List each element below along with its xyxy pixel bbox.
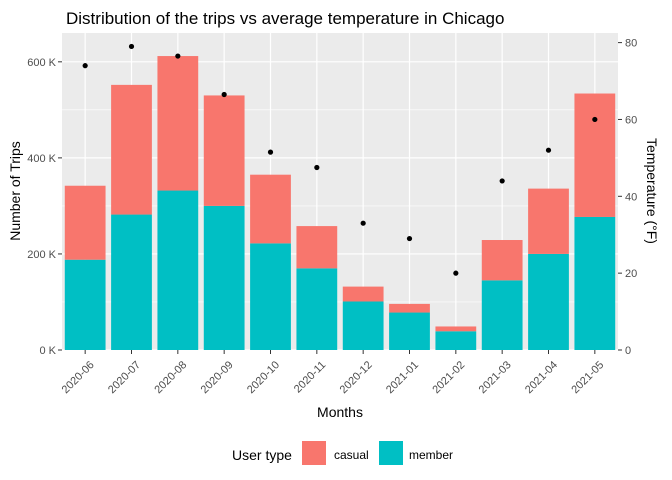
y2-tick-label: 20: [625, 268, 637, 280]
bar-casual-2020-10: [250, 174, 291, 244]
y2-tick-label: 80: [625, 38, 637, 50]
bar-member-2020-12: [342, 301, 384, 350]
x-axis: 2020-06 2020-07 2020-08 2020-09 2020-10 2020-…: [60, 350, 606, 396]
legend-key-casual: [302, 441, 326, 465]
x-tick-label: 2021-02: [430, 359, 467, 396]
y-tick-label: 600 K: [27, 57, 56, 69]
bar-casual-2020-06: [64, 185, 106, 260]
bar-casual-2021-04: [528, 188, 569, 254]
y2-tick-label: 60: [625, 114, 637, 126]
temperature-point-2020-07: [128, 43, 135, 50]
temperature-point-2020-12: [360, 220, 366, 226]
bar-member-2020-09: [203, 205, 245, 350]
bar-casual-2021-01: [389, 303, 430, 313]
x-tick-label: 2020-11: [292, 359, 328, 395]
chart-title: Distribution of the trips vs average tem…: [66, 9, 504, 28]
bar-member-2020-07: [111, 214, 152, 350]
bar-member-2021-05: [574, 216, 616, 350]
y2-axis-title: Temperature (°F): [644, 138, 660, 244]
temperature-point-2021-05: [592, 116, 598, 123]
legend-label-member: member: [409, 448, 453, 462]
x-tick-label: 2021-01: [384, 359, 421, 396]
y-tick-label: 200 K: [27, 249, 56, 261]
temperature-point-2021-02: [453, 270, 459, 276]
temperature-point-2021-04: [545, 147, 552, 153]
x-tick-label: 2020-07: [106, 359, 143, 396]
temperature-point-2020-10: [267, 149, 274, 155]
temperature-point-2020-11: [314, 164, 320, 171]
y-tick-label: 400 K: [27, 153, 56, 165]
bar-member-2020-11: [296, 268, 338, 350]
y-tick-label: 0 K: [39, 345, 56, 357]
bar-casual-2020-07: [111, 84, 152, 215]
y2-tick-label: 0: [625, 345, 631, 357]
bar-member-2020-06: [64, 259, 106, 350]
bar-member-2021-01: [389, 312, 430, 350]
y2-tick-label: 40: [625, 191, 637, 203]
legend-title: User type: [232, 447, 292, 463]
x-tick-label: 2020-06: [60, 359, 97, 396]
bar-casual-2021-05: [574, 93, 616, 217]
x-tick-label: 2020-10: [245, 359, 282, 396]
temperature-points: [82, 43, 598, 276]
bar-casual-2020-09: [203, 95, 245, 206]
x-tick-label: 2021-03: [477, 359, 514, 396]
bar-casual-2021-03: [481, 240, 523, 281]
temperature-point-2020-09: [221, 91, 227, 98]
bar-casual-2020-11: [296, 226, 338, 269]
temperature-point-2021-01: [406, 235, 413, 242]
y-axis-left: 0 K 200 K 400 K 600 K: [27, 57, 62, 357]
bars: [64, 56, 616, 350]
plot-panel: [62, 33, 618, 350]
x-tick-label: 2021-05: [569, 359, 606, 396]
bar-member-2020-10: [250, 243, 291, 350]
legend: User type casual member: [232, 441, 453, 465]
bar-member-2021-03: [481, 280, 523, 350]
x-axis-title: Months: [317, 404, 363, 420]
y-axis-title: Number of Trips: [7, 141, 23, 241]
x-tick-label: 2020-09: [199, 359, 236, 396]
bar-casual-2021-02: [435, 326, 477, 332]
bar-member-2021-02: [435, 331, 477, 350]
x-tick-label: 2021-04: [523, 359, 560, 396]
x-tick-label: 2020-12: [338, 359, 375, 396]
temperature-point-2020-08: [175, 53, 181, 59]
bar-member-2021-04: [528, 253, 569, 350]
legend-label-casual: casual: [334, 448, 369, 462]
bar-member-2020-08: [157, 190, 199, 350]
bar-casual-2020-08: [157, 56, 199, 191]
temperature-point-2020-06: [82, 63, 88, 69]
y-axis-right: 0 20 40 60 80: [618, 38, 637, 357]
legend-key-member: [379, 441, 403, 465]
x-tick-label: 2020-08: [152, 359, 189, 396]
temperature-point-2021-03: [499, 178, 505, 184]
bar-casual-2020-12: [342, 286, 384, 302]
